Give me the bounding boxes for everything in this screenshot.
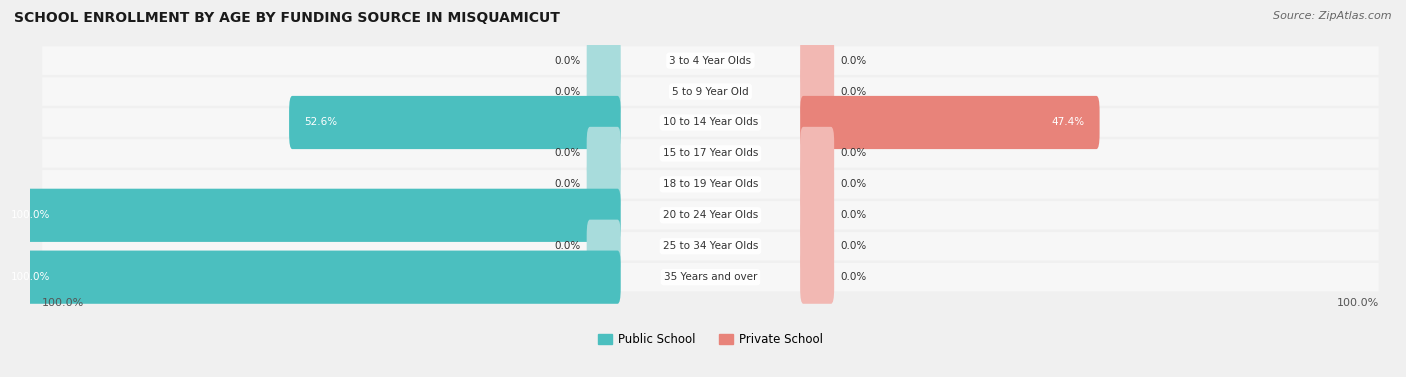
FancyBboxPatch shape	[42, 108, 1379, 137]
Text: 0.0%: 0.0%	[841, 87, 866, 97]
Text: 0.0%: 0.0%	[554, 149, 581, 158]
Text: 25 to 34 Year Olds: 25 to 34 Year Olds	[662, 241, 758, 251]
FancyBboxPatch shape	[800, 251, 834, 304]
FancyBboxPatch shape	[290, 96, 620, 149]
FancyBboxPatch shape	[800, 34, 834, 87]
FancyBboxPatch shape	[0, 189, 620, 242]
Text: 0.0%: 0.0%	[554, 87, 581, 97]
Text: 15 to 17 Year Olds: 15 to 17 Year Olds	[662, 149, 758, 158]
Text: SCHOOL ENROLLMENT BY AGE BY FUNDING SOURCE IN MISQUAMICUT: SCHOOL ENROLLMENT BY AGE BY FUNDING SOUR…	[14, 11, 560, 25]
Text: 47.4%: 47.4%	[1052, 118, 1084, 127]
FancyBboxPatch shape	[0, 251, 620, 304]
Legend: Public School, Private School: Public School, Private School	[595, 329, 827, 349]
Text: 0.0%: 0.0%	[841, 56, 866, 66]
FancyBboxPatch shape	[586, 220, 620, 273]
Text: 0.0%: 0.0%	[841, 179, 866, 189]
FancyBboxPatch shape	[800, 96, 1099, 149]
Text: 0.0%: 0.0%	[554, 241, 581, 251]
Text: 100.0%: 100.0%	[11, 210, 51, 220]
Text: 100.0%: 100.0%	[42, 299, 84, 308]
Text: 10 to 14 Year Olds: 10 to 14 Year Olds	[662, 118, 758, 127]
Text: 3 to 4 Year Olds: 3 to 4 Year Olds	[669, 56, 751, 66]
Text: 0.0%: 0.0%	[841, 272, 866, 282]
Text: 0.0%: 0.0%	[554, 179, 581, 189]
FancyBboxPatch shape	[586, 127, 620, 180]
FancyBboxPatch shape	[42, 201, 1379, 230]
FancyBboxPatch shape	[800, 220, 834, 273]
FancyBboxPatch shape	[800, 127, 834, 180]
Text: 0.0%: 0.0%	[841, 210, 866, 220]
Text: 35 Years and over: 35 Years and over	[664, 272, 756, 282]
FancyBboxPatch shape	[42, 263, 1379, 291]
FancyBboxPatch shape	[42, 46, 1379, 75]
Text: 5 to 9 Year Old: 5 to 9 Year Old	[672, 87, 749, 97]
Text: 100.0%: 100.0%	[1336, 299, 1379, 308]
FancyBboxPatch shape	[42, 139, 1379, 168]
Text: 18 to 19 Year Olds: 18 to 19 Year Olds	[662, 179, 758, 189]
Text: 20 to 24 Year Olds: 20 to 24 Year Olds	[662, 210, 758, 220]
FancyBboxPatch shape	[586, 158, 620, 211]
FancyBboxPatch shape	[800, 189, 834, 242]
Text: 0.0%: 0.0%	[841, 241, 866, 251]
Text: Source: ZipAtlas.com: Source: ZipAtlas.com	[1274, 11, 1392, 21]
Text: 0.0%: 0.0%	[554, 56, 581, 66]
FancyBboxPatch shape	[42, 170, 1379, 199]
FancyBboxPatch shape	[586, 65, 620, 118]
FancyBboxPatch shape	[42, 77, 1379, 106]
FancyBboxPatch shape	[800, 158, 834, 211]
FancyBboxPatch shape	[586, 34, 620, 87]
FancyBboxPatch shape	[800, 65, 834, 118]
Text: 0.0%: 0.0%	[841, 149, 866, 158]
FancyBboxPatch shape	[42, 232, 1379, 261]
Text: 52.6%: 52.6%	[305, 118, 337, 127]
Text: 100.0%: 100.0%	[11, 272, 51, 282]
